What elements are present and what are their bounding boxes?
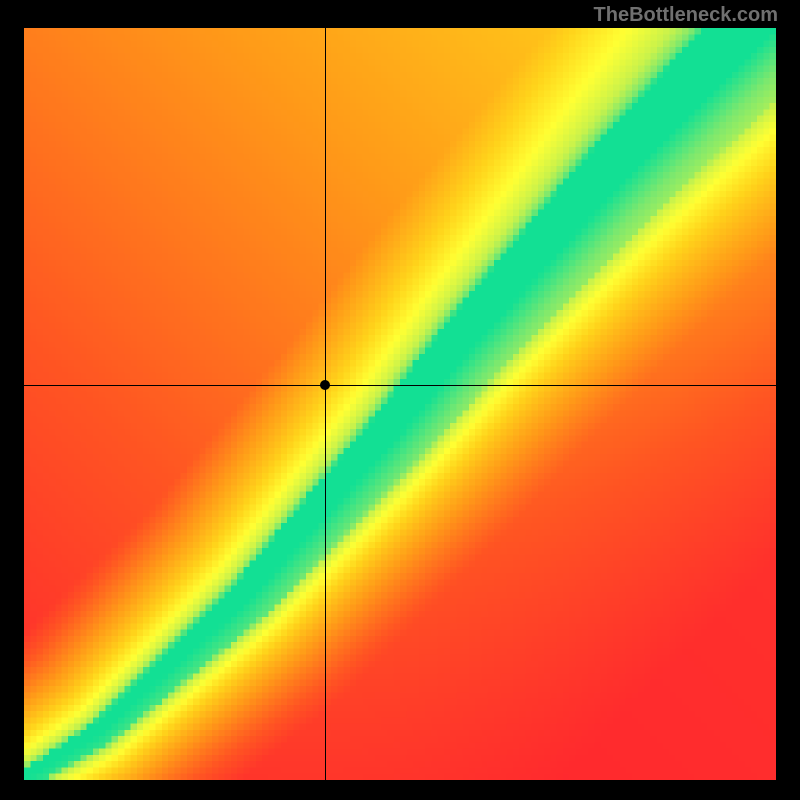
bottleneck-heatmap: [24, 28, 776, 780]
crosshair-horizontal: [24, 385, 776, 386]
crosshair-vertical: [325, 28, 326, 780]
watermark-text: TheBottleneck.com: [594, 4, 778, 27]
bottleneck-heatmap-frame: [24, 28, 776, 780]
selection-marker-dot: [320, 380, 330, 390]
